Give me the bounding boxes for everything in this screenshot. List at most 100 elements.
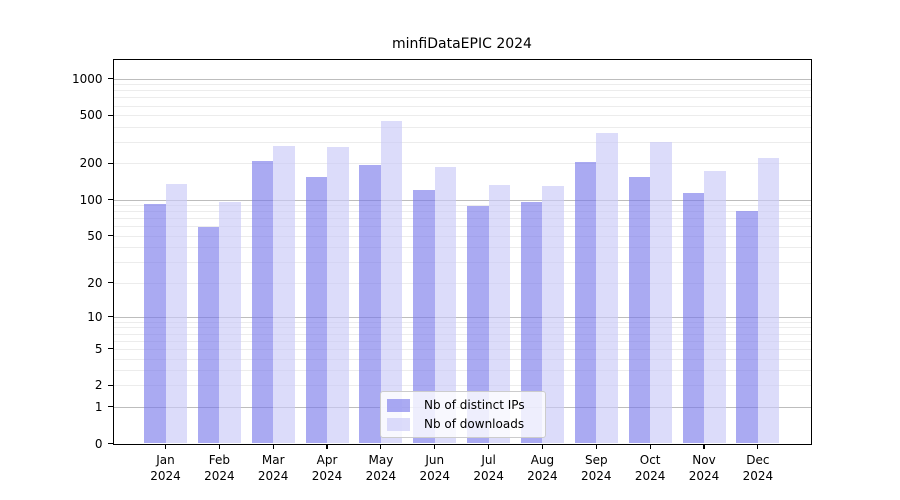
y-tick-mark — [108, 282, 113, 284]
gridline-minor — [113, 97, 811, 99]
gridline-major — [113, 316, 811, 318]
y-tick-mark — [108, 199, 113, 201]
x-tick-mark — [164, 443, 167, 449]
x-tick-label: Oct 2024 — [634, 452, 666, 484]
y-tick-mark — [108, 384, 113, 387]
x-tick-mark — [272, 443, 274, 449]
y-tick-mark — [108, 442, 113, 445]
y-tick-label: 20 — [87, 275, 103, 290]
bar-downloads — [434, 166, 457, 444]
legend-item-distinct-ips: Nb of distinct IPs — [381, 396, 545, 415]
legend: Nb of distinct IPs Nb of downloads — [380, 391, 546, 438]
y-tick-mark — [108, 114, 113, 116]
chart-title: minfiDataEPIC 2024 — [392, 36, 532, 52]
gridline-minor — [113, 235, 811, 237]
y-tick-label: 100 — [79, 192, 103, 207]
x-tick-label: Sep 2024 — [581, 452, 612, 484]
bar-distinct-ips — [197, 227, 220, 444]
bar-downloads — [488, 184, 511, 444]
gridline-minor — [113, 282, 811, 284]
x-tick-mark — [218, 443, 220, 449]
x-tick-label: Jul 2024 — [473, 452, 504, 484]
gridline-minor — [113, 211, 811, 213]
y-tick-mark — [108, 162, 113, 165]
y-tick-label: 10 — [87, 309, 103, 324]
bar-distinct-ips — [359, 164, 381, 444]
gridline-minor — [113, 142, 811, 144]
x-tick-label: Feb 2024 — [204, 452, 235, 484]
x-tick-label: Jan 2024 — [150, 452, 181, 484]
x-tick-label: Nov 2024 — [688, 452, 720, 484]
bar-downloads — [704, 171, 726, 444]
x-tick-mark — [649, 443, 651, 449]
x-tick-label: Dec 2024 — [742, 452, 774, 484]
x-tick-label: Mar 2024 — [257, 452, 289, 484]
x-tick-mark — [703, 443, 705, 449]
y-tick-label: 2 — [94, 378, 103, 393]
x-tick-label: Jun 2024 — [419, 452, 451, 484]
x-tick-mark — [380, 443, 382, 449]
gridline-minor — [113, 247, 811, 249]
legend-swatch-distinct-ips-icon — [387, 398, 410, 412]
y-tick-mark — [108, 235, 113, 237]
bar-distinct-ips — [682, 193, 704, 444]
gridline-minor — [113, 385, 811, 387]
gridline-major — [113, 78, 811, 80]
bar-downloads — [650, 142, 672, 444]
x-tick-mark — [434, 443, 436, 449]
gridline-minor — [113, 126, 811, 128]
gridline-minor — [113, 358, 811, 360]
bar-distinct-ips — [305, 176, 328, 444]
legend-item-downloads: Nb of downloads — [381, 415, 545, 434]
gridline-minor — [113, 348, 811, 350]
gridline-minor — [113, 218, 811, 220]
y-tick-mark — [108, 406, 113, 408]
gridline-minor — [113, 370, 811, 372]
y-tick-label: 5 — [94, 341, 103, 356]
y-tick-label: 200 — [79, 156, 103, 171]
bar-distinct-ips — [251, 160, 274, 444]
gridline-major — [113, 199, 811, 201]
x-tick-mark — [326, 443, 328, 449]
x-tick-mark — [595, 443, 597, 449]
bar-distinct-ips — [467, 206, 489, 444]
x-tick-mark — [488, 443, 490, 449]
gridline-minor — [113, 327, 811, 329]
gridline-minor — [113, 226, 811, 228]
bar-distinct-ips — [736, 210, 758, 444]
bar-downloads — [165, 184, 187, 444]
y-tick-label: 50 — [87, 228, 103, 243]
gridline-minor — [113, 321, 811, 323]
x-tick-mark — [541, 443, 544, 449]
y-tick-label: 1 — [94, 399, 103, 414]
gridline-minor — [113, 105, 811, 107]
gridline-minor — [113, 205, 811, 207]
x-tick-label: Apr 2024 — [311, 452, 343, 484]
y-tick-mark — [108, 348, 113, 350]
bar-downloads — [219, 202, 241, 444]
gridline-minor — [113, 84, 811, 86]
bar-downloads — [273, 145, 295, 444]
bar-downloads — [596, 132, 618, 444]
bar-downloads — [327, 146, 349, 444]
gridline-minor — [113, 262, 811, 264]
bar-distinct-ips — [413, 190, 435, 444]
bar-distinct-ips — [628, 177, 651, 444]
gridline-minor — [113, 90, 811, 92]
bar-distinct-ips — [144, 203, 166, 444]
y-tick-mark — [108, 78, 113, 80]
y-tick-mark — [108, 316, 113, 318]
legend-label-distinct-ips: Nb of distinct IPs — [424, 398, 525, 412]
x-tick-label: May 2024 — [365, 452, 397, 484]
x-tick-label: Aug 2024 — [527, 452, 558, 484]
gridline-minor — [113, 163, 811, 165]
y-tick-label: 1000 — [71, 71, 103, 86]
gridline-minor — [113, 115, 811, 117]
legend-label-downloads: Nb of downloads — [424, 417, 525, 431]
bar-distinct-ips — [574, 162, 597, 444]
gridline-minor — [113, 340, 811, 342]
bar-downloads — [380, 120, 403, 444]
legend-swatch-downloads-icon — [387, 417, 410, 431]
gridline-minor — [113, 333, 811, 335]
